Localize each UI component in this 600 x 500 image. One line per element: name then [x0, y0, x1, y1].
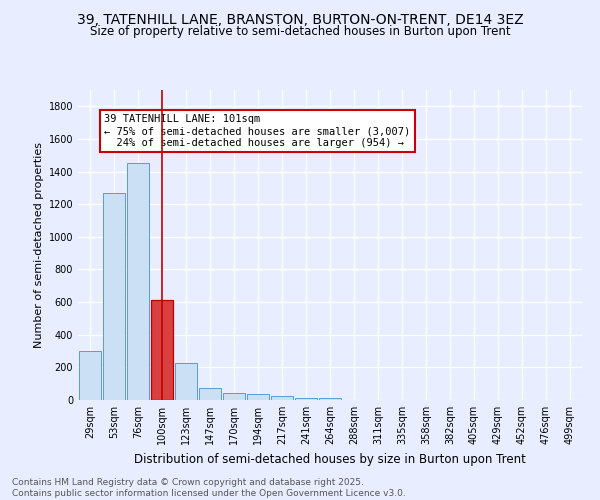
- Text: Size of property relative to semi-detached houses in Burton upon Trent: Size of property relative to semi-detach…: [89, 25, 511, 38]
- Text: Contains HM Land Registry data © Crown copyright and database right 2025.
Contai: Contains HM Land Registry data © Crown c…: [12, 478, 406, 498]
- Bar: [271, 396, 293, 400]
- Bar: [295, 398, 317, 400]
- Bar: [175, 364, 197, 400]
- Bar: [79, 351, 101, 400]
- Bar: [151, 300, 173, 400]
- Bar: [127, 164, 149, 400]
- Bar: [103, 193, 125, 400]
- Text: 39 TATENHILL LANE: 101sqm
← 75% of semi-detached houses are smaller (3,007)
  24: 39 TATENHILL LANE: 101sqm ← 75% of semi-…: [104, 114, 410, 148]
- Text: 39, TATENHILL LANE, BRANSTON, BURTON-ON-TRENT, DE14 3EZ: 39, TATENHILL LANE, BRANSTON, BURTON-ON-…: [77, 12, 523, 26]
- Bar: [223, 394, 245, 400]
- Bar: [199, 388, 221, 400]
- Y-axis label: Number of semi-detached properties: Number of semi-detached properties: [34, 142, 44, 348]
- Bar: [319, 398, 341, 400]
- Bar: [247, 394, 269, 400]
- Bar: [151, 300, 173, 400]
- X-axis label: Distribution of semi-detached houses by size in Burton upon Trent: Distribution of semi-detached houses by …: [134, 452, 526, 466]
